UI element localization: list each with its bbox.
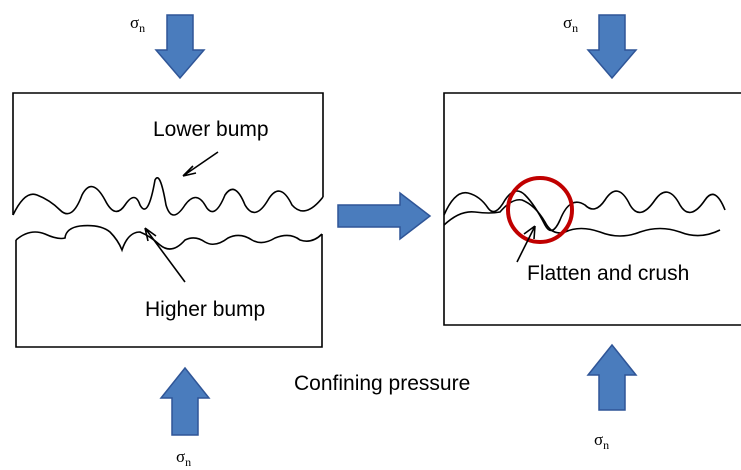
down-arrow <box>586 14 638 80</box>
label: Lower bump <box>153 118 269 141</box>
subscript: n <box>603 438 609 452</box>
pointer <box>516 225 536 263</box>
symbol: σ <box>176 447 185 466</box>
symbol: σ <box>563 13 572 32</box>
pointer <box>182 151 219 177</box>
down-arrow <box>154 14 206 80</box>
crush-highlight <box>506 176 574 244</box>
label: Flatten and crush <box>527 262 689 285</box>
lower-block <box>443 215 741 326</box>
subscript: n <box>185 455 191 469</box>
lower-surface <box>15 224 323 253</box>
upper-surface <box>443 190 726 232</box>
subscript: n <box>572 21 578 35</box>
pointer <box>144 227 186 283</box>
lower-block <box>15 234 323 348</box>
label: Confining pressure <box>294 372 470 395</box>
up-arrow <box>586 343 638 411</box>
up-arrow <box>159 366 211 436</box>
stress-label: σn <box>594 430 609 452</box>
symbol: σ <box>130 13 139 32</box>
upper-surface <box>12 177 324 216</box>
lower-surface <box>443 198 721 237</box>
stress-label: σn <box>563 13 578 35</box>
upper-block <box>12 92 324 215</box>
stress-label: σn <box>176 447 191 469</box>
right-arrow <box>337 191 432 241</box>
symbol: σ <box>594 430 603 449</box>
subscript: n <box>139 21 145 35</box>
stress-label: σn <box>130 13 145 35</box>
upper-block <box>443 92 741 215</box>
label: Higher bump <box>145 298 265 321</box>
